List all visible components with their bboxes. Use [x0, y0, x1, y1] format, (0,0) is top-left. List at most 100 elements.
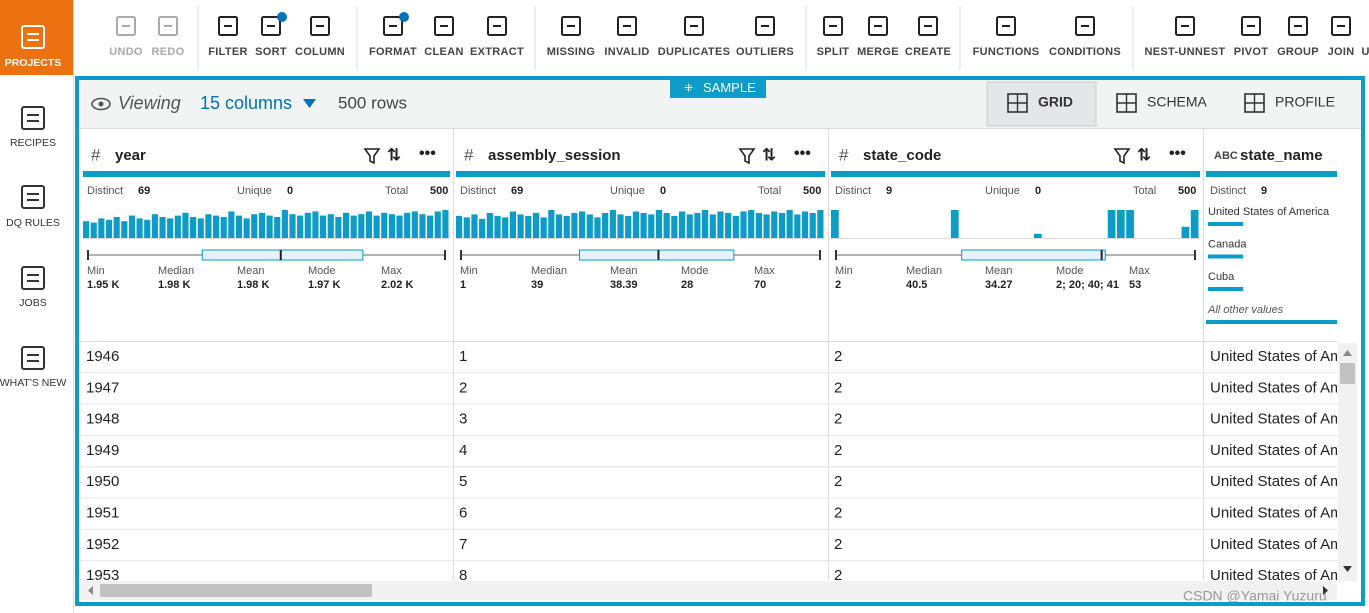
histogram-bar: [502, 217, 509, 238]
sort-icon[interactable]: ⇅: [387, 145, 401, 164]
toolbar-button[interactable]: FILTER: [208, 16, 247, 58]
histogram-bar: [411, 211, 418, 238]
sample-tag[interactable]: [670, 79, 766, 98]
toolbar-button[interactable]: INVALID: [604, 16, 649, 58]
cell: 7: [459, 536, 467, 553]
toolbar-button[interactable]: REDO: [152, 16, 185, 58]
toolbar-button[interactable]: JOIN: [1328, 16, 1355, 58]
summary-value: 1.98 K: [158, 279, 190, 291]
view-tab[interactable]: GRID: [986, 81, 1097, 127]
toolbar-button[interactable]: MERGE: [857, 16, 899, 58]
sort-icon[interactable]: ⇅: [1137, 145, 1151, 164]
toolbar-button[interactable]: SORT: [255, 12, 287, 58]
toolbar-button[interactable]: MISSING: [547, 16, 596, 58]
histogram-bar: [517, 214, 524, 238]
cell: United States of America: [1210, 473, 1369, 490]
columns-selector[interactable]: 15 columns: [200, 93, 292, 113]
view-tab[interactable]: PROFILE: [1244, 93, 1335, 113]
column-quality-bar: [456, 171, 825, 177]
toolbar-button[interactable]: FORMAT: [369, 12, 417, 58]
summary-value: 1.95 K: [87, 279, 119, 291]
scroll-right[interactable]: [1323, 586, 1328, 595]
toolbar-button[interactable]: NEST-UNNEST: [1145, 16, 1226, 58]
h-scrollbar[interactable]: [79, 581, 1337, 600]
dropdown-arrow[interactable]: [303, 99, 316, 108]
toolbar-button[interactable]: CLEAN: [424, 16, 463, 58]
toolbar-button[interactable]: COLUMN: [295, 16, 345, 58]
toolbar-button[interactable]: FUNCTIONS: [973, 16, 1040, 58]
filter-icon[interactable]: [738, 148, 756, 165]
toolbar-button[interactable]: EXTRACT: [470, 16, 524, 58]
h-scroll-thumb[interactable]: [100, 584, 372, 597]
scroll-down[interactable]: [1343, 566, 1352, 572]
v-scrollbar[interactable]: [1338, 343, 1357, 581]
more-icon[interactable]: •••: [1169, 145, 1186, 162]
histogram-bar: [427, 215, 434, 238]
histogram-bar: [617, 214, 624, 238]
summary-label: Mean: [985, 265, 1013, 277]
summary-value: 2; 20; 40; 41: [1056, 279, 1119, 291]
histogram-bar: [509, 211, 516, 238]
stat-value: 500: [803, 185, 821, 197]
column-quality-bar: [1206, 171, 1337, 177]
top-value-bar: [1208, 254, 1243, 259]
scroll-up[interactable]: [1343, 350, 1352, 356]
more-icon[interactable]: •••: [794, 145, 811, 162]
toolbar-label: DUPLICATES: [658, 46, 730, 58]
column-type: #: [91, 145, 101, 164]
toolbar-button[interactable]: PIVOT: [1234, 16, 1269, 58]
stat-label: Distinct: [87, 185, 123, 197]
toolbar-icon: [158, 16, 178, 36]
filter-icon[interactable]: [363, 148, 381, 165]
histogram-bar: [1181, 226, 1190, 238]
toolbar-button[interactable]: UNDO: [109, 16, 143, 58]
cell: 2: [834, 442, 842, 459]
stat-label: Unique: [985, 185, 1020, 197]
tab-label: GRID: [1038, 94, 1073, 110]
histogram-bar: [778, 212, 786, 238]
summary-label: Min: [87, 265, 105, 277]
histogram-bar: [258, 212, 265, 238]
cell: 6: [459, 504, 467, 521]
summary-label: Mean: [610, 265, 638, 277]
toolbar-button[interactable]: CREATE: [905, 16, 951, 58]
top-value-bar: [1208, 287, 1243, 291]
summary-value: 53: [1129, 279, 1141, 291]
histogram-bar: [586, 214, 593, 238]
cell: 3: [459, 411, 467, 428]
sidebar-item[interactable]: PROJECTS: [5, 25, 62, 69]
sidebar-item[interactable]: DQ RULES: [6, 185, 60, 229]
projects-highlight[interactable]: [0, 0, 73, 75]
grid-body: 1946 1 2 United States of America 1947 2 2 Unit…: [79, 348, 1369, 580]
cell: 2: [459, 379, 467, 396]
histogram-bar: [212, 215, 220, 238]
column-type: #: [839, 145, 849, 164]
toolbar-button[interactable]: UNION: [1362, 17, 1369, 58]
histogram-bar: [648, 214, 655, 238]
stat-value: 0: [660, 185, 666, 197]
histogram-bar: [809, 212, 816, 238]
histogram-bar: [456, 215, 463, 238]
view-tab[interactable]: SCHEMA: [1116, 93, 1208, 113]
toolbar-button[interactable]: DUPLICATES: [658, 16, 730, 58]
toolbar-icon: [617, 16, 637, 36]
toolbar-button[interactable]: CONDITIONS: [1049, 16, 1121, 58]
scroll-left[interactable]: [88, 586, 93, 595]
column-header: # year ⇅ ••• Distinct 69 Unique 0 Total 500 Min 1.9…: [83, 145, 450, 291]
toolbar-button[interactable]: GROUP: [1277, 16, 1319, 58]
top-value-label: United States of America: [1208, 206, 1330, 218]
sidebar-item[interactable]: WHAT'S NEW: [0, 346, 66, 389]
toolbar-icon: [383, 16, 403, 36]
eye-icon: [91, 97, 111, 111]
filter-icon[interactable]: [1113, 148, 1131, 165]
sidebar: PROJECTS RECIPES DQ RULES JOBS WHAT'S NEW: [0, 25, 66, 389]
toolbar-label: REDO: [152, 46, 185, 58]
v-scroll-thumb[interactable]: [1340, 363, 1355, 384]
sidebar-item[interactable]: RECIPES: [10, 106, 56, 149]
toolbar-button[interactable]: OUTLIERS: [736, 16, 794, 58]
sidebar-item[interactable]: JOBS: [19, 266, 47, 309]
more-icon[interactable]: •••: [419, 145, 436, 162]
histogram-bar: [373, 215, 380, 238]
toolbar-button[interactable]: SPLIT: [817, 16, 850, 58]
sort-icon[interactable]: ⇅: [762, 145, 776, 164]
